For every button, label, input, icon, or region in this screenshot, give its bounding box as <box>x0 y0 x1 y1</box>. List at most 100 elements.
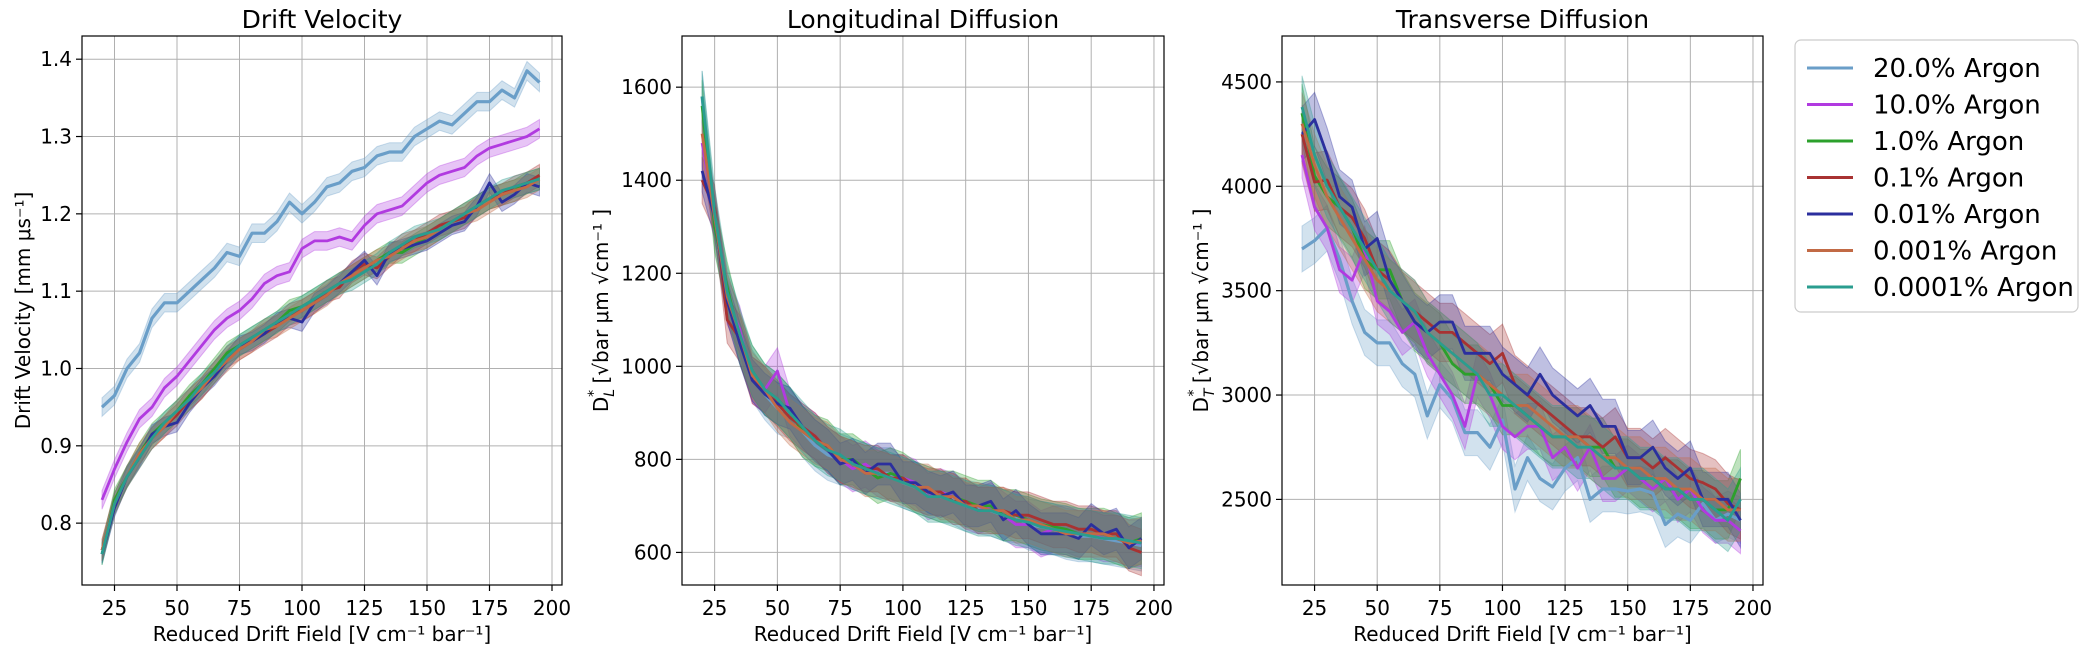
x-tick-label: 150 <box>408 596 446 620</box>
y-axis-label-subscript: T <box>1202 387 1218 397</box>
axes-frame <box>681 35 1165 586</box>
series-line-0-01pct-argon <box>1300 118 1742 522</box>
y-axis-label-subscript: L <box>602 389 618 397</box>
transverse-diffusion-panel: 25 50 75 100 125 150 175 200 2500 3000 3500 4000 450… <box>1186 5 1772 646</box>
y-axis-label: Drift Velocity [mm μs⁻¹] <box>11 192 35 430</box>
series-band-0-001pct-argon <box>101 167 540 562</box>
y-tick-label: 1.3 <box>40 125 72 149</box>
y-tick-label: 600 <box>634 540 672 564</box>
transverse-diffusion-title: Transverse Diffusion <box>1395 5 1649 34</box>
series-line-0-1pct-argon <box>100 174 541 551</box>
x-tick-label: 200 <box>1135 596 1173 620</box>
x-tick-label: 75 <box>1427 596 1452 620</box>
y-tick-label: 3000 <box>1221 383 1272 407</box>
y-tick-label: 1.0 <box>40 356 72 380</box>
x-tick-label: 75 <box>227 596 252 620</box>
y-tick-label: 1.2 <box>40 202 72 226</box>
x-tick-label: 50 <box>164 596 189 620</box>
series-band-20-0pct-argon <box>701 70 1142 572</box>
x-tick-label: 150 <box>1009 596 1047 620</box>
x-tick-label: 50 <box>1364 596 1389 620</box>
x-tick-label: 100 <box>283 596 321 620</box>
x-tick-label: 25 <box>102 596 127 620</box>
longitudinal-diffusion-title: Longitudinal Diffusion <box>787 5 1059 34</box>
y-tick-label: 1.1 <box>40 279 72 303</box>
y-tick-label: 4500 <box>1221 70 1272 94</box>
series-band-0-01pct-argon <box>1301 91 1741 550</box>
series-line-10-0pct-argon <box>100 127 541 501</box>
series-line-0-0001pct-argon <box>1300 106 1742 522</box>
y-tick-label: 1600 <box>621 75 672 99</box>
x-axis-label: Reduced Drift Field [V cm⁻¹ bar⁻¹] <box>153 622 491 646</box>
legend-label: 10.0% Argon <box>1873 91 2041 121</box>
legend-label: 0.01% Argon <box>1873 200 2041 230</box>
drift-velocity-title: Drift Velocity <box>242 5 403 34</box>
x-tick-label: 150 <box>1609 596 1647 620</box>
y-axis-label-superscript: * <box>586 390 602 397</box>
series-band-0-0001pct-argon <box>701 70 1142 570</box>
x-tick-label: 125 <box>947 596 985 620</box>
series-band-10-0pct-argon <box>101 118 540 510</box>
y-axis-label-symbol: D <box>589 397 613 412</box>
x-tick-label: 25 <box>702 596 727 620</box>
y-tick-label: 1400 <box>621 168 672 192</box>
series-line-20-0pct-argon <box>1301 226 1742 527</box>
x-axis-label: Reduced Drift Field [V cm⁻¹ bar⁻¹] <box>754 622 1092 646</box>
legend-label: 0.0001% Argon <box>1873 273 2074 303</box>
legend: 20.0% Argon 10.0% Argon 1.0% Argon 0.1% Arg… <box>1794 39 2079 313</box>
y-tick-label: 3500 <box>1221 279 1272 303</box>
y-tick-label: 1000 <box>621 354 672 378</box>
series-band-0-01pct-argon <box>101 172 540 564</box>
series-line-0-001pct-argon <box>700 133 1142 545</box>
y-axis-label-units: [√bar μm √cm⁻¹ ] <box>1189 209 1213 390</box>
y-axis-label: DT* [√bar μm √cm⁻¹ ] <box>1186 209 1218 413</box>
x-tick-label: 25 <box>1302 596 1327 620</box>
series-band-10-0pct-argon <box>701 119 1142 567</box>
longitudinal-diffusion-panel: 25 50 75 100 125 150 175 200 600 800 1000 1200 1400 1… <box>586 5 1173 646</box>
x-tick-label: 200 <box>533 596 571 620</box>
drift-velocity-panel: 25 50 75 100 125 150 175 200 0.8 0.9 1.0 1.1 1.2 1.3 1… <box>11 5 571 646</box>
legend-label: 1.0% Argon <box>1873 127 2024 157</box>
series-band-0-0001pct-argon <box>101 167 540 566</box>
series-band-0-1pct-argon <box>101 163 540 562</box>
x-tick-label: 175 <box>1072 596 1110 620</box>
series-line-20-0pct-argon <box>100 69 541 409</box>
x-tick-label: 75 <box>827 596 852 620</box>
drift-velocity-plot-area <box>100 60 541 566</box>
legend-label: 20.0% Argon <box>1873 54 2041 84</box>
series-band-0-001pct-argon <box>701 110 1142 567</box>
y-tick-label: 1.4 <box>40 47 72 71</box>
longitudinal-diffusion-plot-area <box>700 70 1143 577</box>
legend-label: 0.001% Argon <box>1873 237 2057 267</box>
x-tick-label: 125 <box>1546 596 1584 620</box>
x-tick-label: 50 <box>765 596 790 620</box>
legend-box <box>1794 39 2079 313</box>
y-tick-label: 0.9 <box>40 434 72 458</box>
x-tick-label: 175 <box>1671 596 1709 620</box>
x-tick-label: 100 <box>884 596 922 620</box>
transverse-diffusion-plot-area <box>1300 75 1742 555</box>
y-axis-label-superscript: * <box>1186 390 1202 397</box>
x-tick-label: 100 <box>1483 596 1521 620</box>
y-tick-label: 2500 <box>1221 487 1272 511</box>
series-band-10-0pct-argon <box>1301 131 1741 555</box>
legend-label: 0.1% Argon <box>1873 164 2024 194</box>
y-tick-label: 0.8 <box>40 511 72 535</box>
x-tick-label: 125 <box>345 596 383 620</box>
axes-frame <box>81 35 563 586</box>
y-axis-label: DL* [√bar μm √cm⁻¹ ] <box>586 209 618 412</box>
series-band-0-1pct-argon <box>1301 104 1741 540</box>
series-line-0-0001pct-argon <box>100 177 540 555</box>
axes-frame <box>1281 35 1764 586</box>
y-tick-label: 800 <box>634 447 672 471</box>
x-tick-label: 200 <box>1734 596 1772 620</box>
x-tick-label: 175 <box>470 596 508 620</box>
x-axis-label: Reduced Drift Field [V cm⁻¹ bar⁻¹] <box>1353 622 1691 646</box>
y-tick-label: 4000 <box>1221 174 1272 198</box>
series-band-1-0pct-argon <box>701 80 1142 570</box>
series-band-1-0pct-argon <box>101 167 540 566</box>
y-axis-label-symbol: D <box>1189 397 1213 412</box>
series-band-0-01pct-argon <box>701 149 1142 570</box>
y-tick-label: 1200 <box>621 261 672 285</box>
